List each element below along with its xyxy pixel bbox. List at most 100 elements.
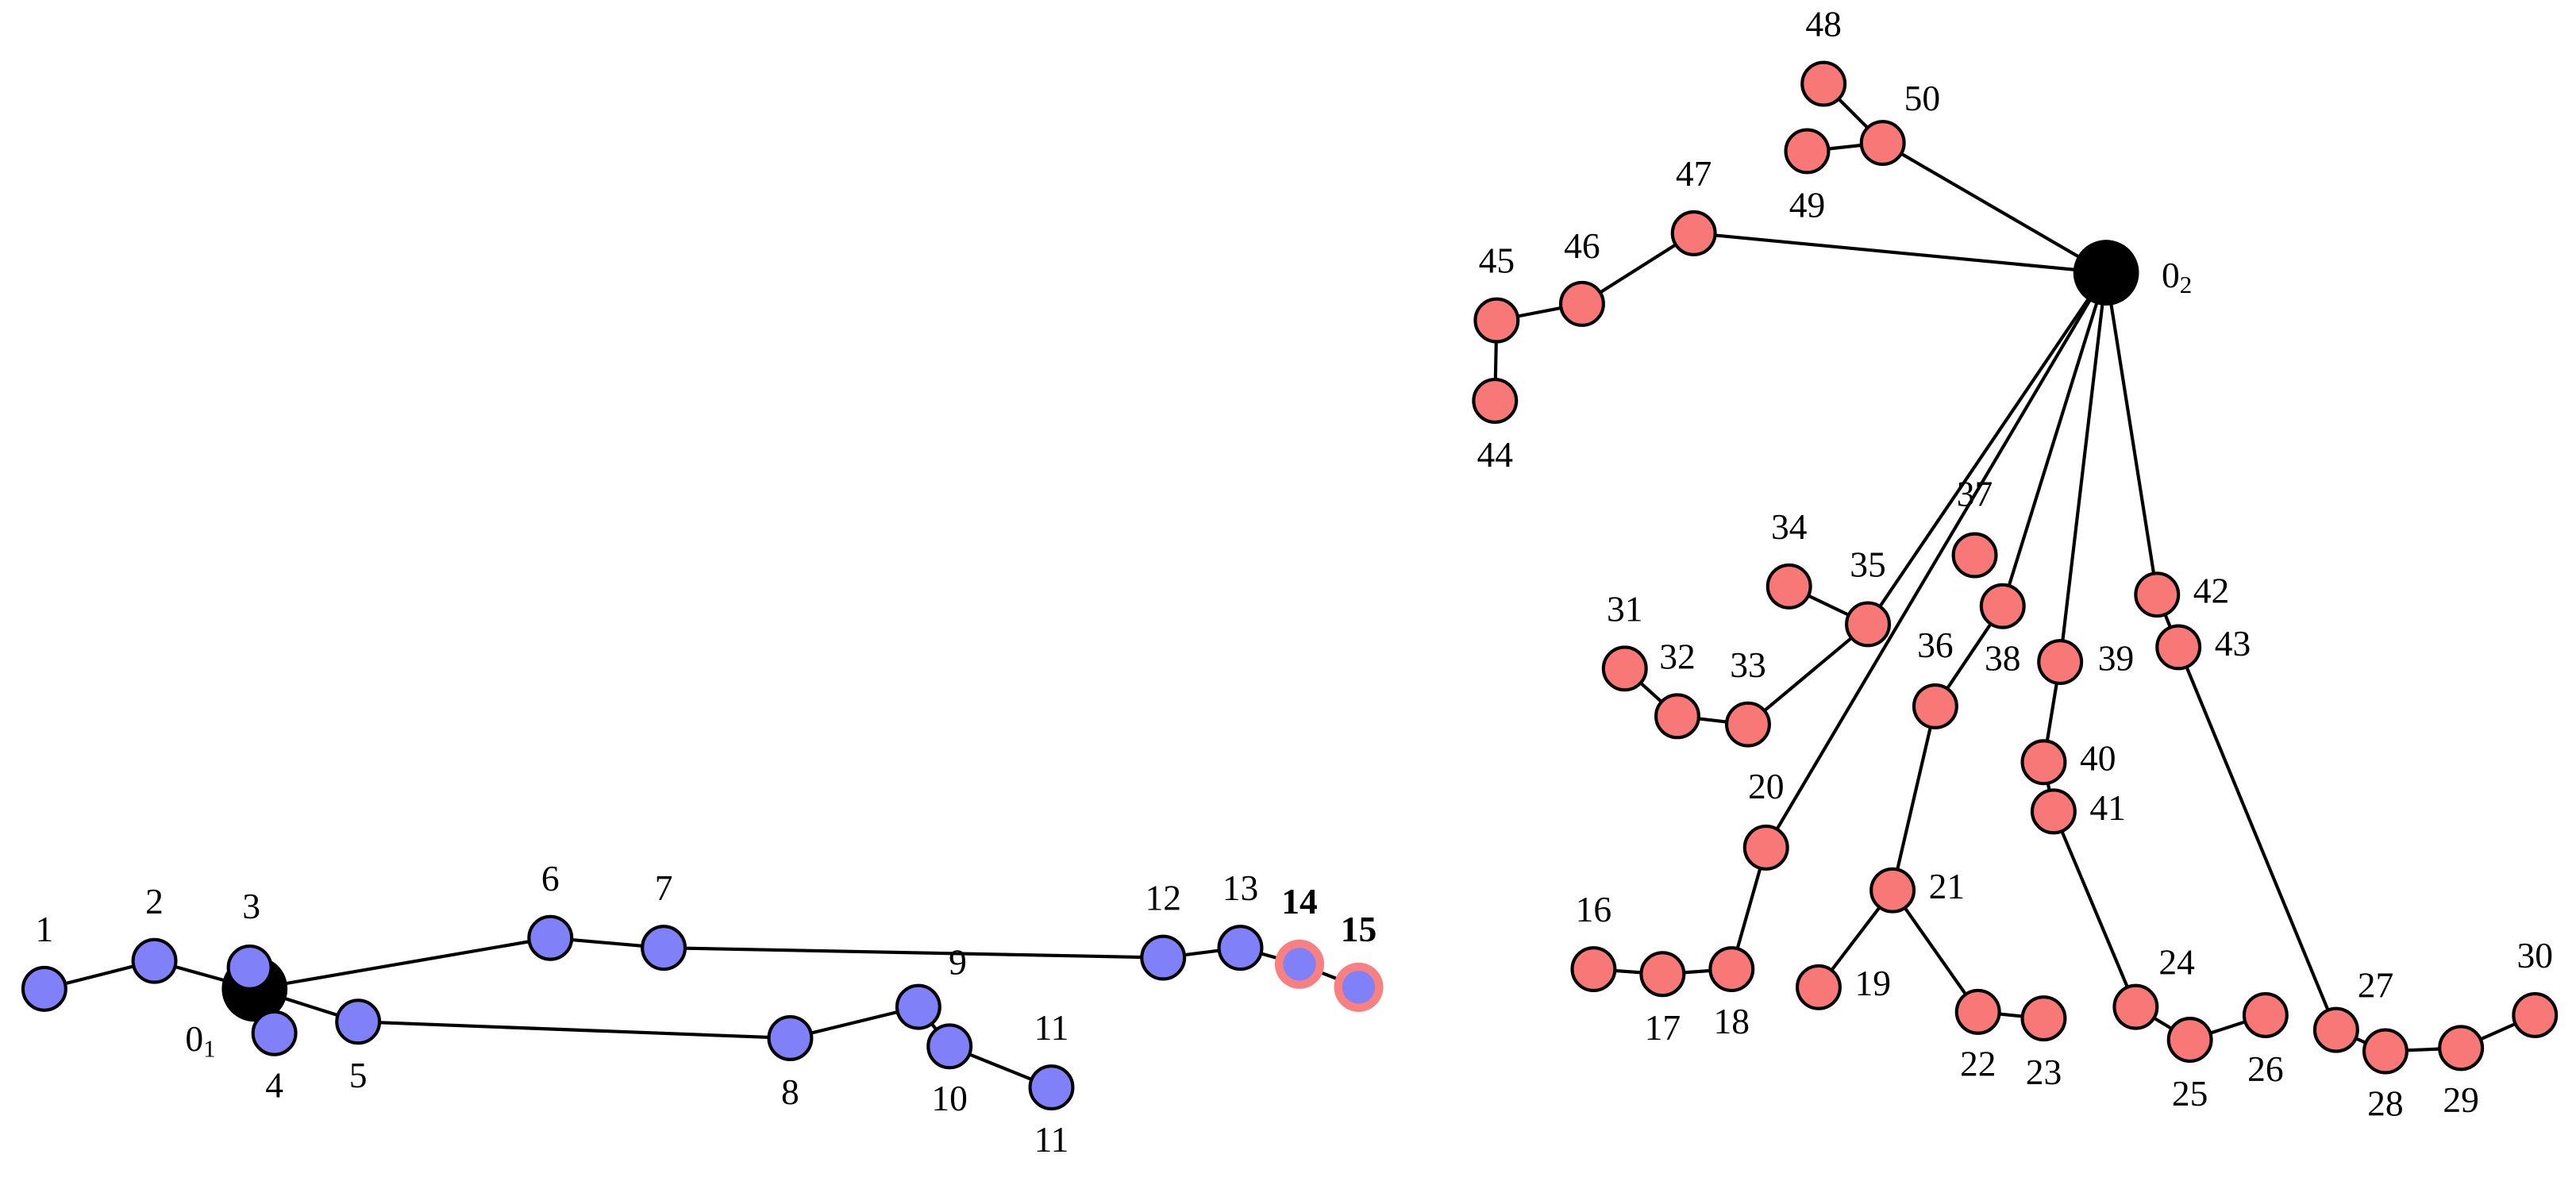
- node-label: 13: [1223, 868, 1259, 908]
- node: [2037, 639, 2084, 686]
- node-label: 27: [2358, 964, 2394, 1005]
- edge: [1891, 889, 1980, 1014]
- node: [2312, 1006, 2359, 1053]
- node: [2134, 571, 2181, 618]
- node-label: 30: [2517, 935, 2554, 975]
- node: [1724, 701, 1771, 748]
- node: [1912, 683, 1958, 729]
- node-label: 28: [2367, 1083, 2404, 1123]
- node: [1859, 120, 1906, 167]
- node: [1217, 925, 1264, 971]
- root-label: 01: [185, 1019, 215, 1063]
- edge: [254, 936, 551, 991]
- node-label: 41: [2089, 787, 2126, 828]
- node-label: 14: [1281, 881, 1318, 921]
- node-label: 8: [781, 1072, 799, 1112]
- node: [2166, 1017, 2213, 1064]
- node: [2030, 788, 2077, 835]
- node: [1140, 934, 1187, 981]
- nodes: [21, 60, 2559, 1111]
- node: [527, 914, 574, 961]
- node-label: 36: [1917, 625, 1954, 665]
- node: [1979, 583, 2026, 629]
- edge: [2058, 272, 2108, 663]
- node-label: 18: [1714, 1001, 1750, 1041]
- root-label-main: 0: [185, 1019, 203, 1060]
- node-label: 17: [1645, 1007, 1681, 1048]
- node: [767, 1014, 814, 1061]
- node-label: 7: [655, 868, 673, 908]
- node-label: 37: [1957, 474, 1993, 514]
- node: [2242, 992, 2289, 1038]
- node-label: 24: [2158, 941, 2195, 982]
- node-label: 25: [2172, 1073, 2208, 1114]
- edge: [1693, 231, 2107, 275]
- node: [1558, 280, 1605, 327]
- edge: [2000, 271, 2108, 607]
- node: [1670, 210, 1717, 256]
- node: [1342, 971, 1376, 1004]
- root-node: [2073, 240, 2139, 306]
- node-label: 11: [1034, 1007, 1069, 1048]
- node: [2112, 983, 2159, 1030]
- node: [1654, 693, 1700, 740]
- node-label: 44: [1477, 434, 1514, 475]
- node: [2020, 995, 2067, 1042]
- node-label: 39: [2098, 637, 2135, 678]
- node-label: 29: [2443, 1079, 2479, 1120]
- edge: [1764, 271, 2108, 848]
- node-label: 35: [1850, 544, 1886, 585]
- node: [1742, 824, 1789, 871]
- edge: [2104, 272, 2159, 595]
- edge: [1891, 706, 1937, 891]
- node-label: 22: [1960, 1044, 1996, 1084]
- edge: [1746, 622, 1869, 726]
- root-label-subscript: 1: [203, 1035, 216, 1063]
- node: [1283, 948, 1316, 981]
- node-label: 20: [1748, 766, 1785, 806]
- node: [1869, 867, 1916, 914]
- edge: [2051, 810, 2138, 1008]
- node-label: 49: [1789, 184, 1826, 225]
- node-label: 31: [1607, 588, 1643, 629]
- node-label: 2: [145, 881, 164, 921]
- node-label: 32: [1659, 636, 1696, 676]
- node: [1951, 532, 1998, 579]
- node: [131, 937, 178, 984]
- root-label-subscript: 2: [2180, 271, 2193, 298]
- node: [251, 1010, 298, 1056]
- node: [335, 998, 382, 1045]
- node: [1845, 601, 1892, 648]
- node-label: 16: [1576, 889, 1612, 929]
- node-label: 40: [2080, 738, 2116, 779]
- node: [2512, 992, 2559, 1038]
- node: [1784, 128, 1831, 175]
- node: [926, 1023, 973, 1070]
- node: [1800, 60, 1847, 107]
- node-label: 9: [949, 941, 967, 982]
- node: [641, 925, 687, 971]
- node-label: 33: [1730, 644, 1766, 685]
- node-label: 48: [1805, 4, 1842, 44]
- root-label-main: 0: [2162, 255, 2180, 295]
- root-label: 02: [2162, 255, 2192, 298]
- node-label: 38: [1985, 637, 2021, 678]
- node-label: 21: [1929, 866, 1966, 906]
- node: [1639, 951, 1686, 998]
- node-label: 12: [1145, 878, 1181, 918]
- node: [2020, 739, 2067, 786]
- node: [21, 965, 67, 1012]
- node-label: 19: [1854, 963, 1891, 1003]
- node: [1473, 297, 1520, 344]
- node-label: 1: [35, 909, 53, 949]
- node-label: 11: [1034, 1119, 1069, 1160]
- node-label: 34: [1771, 506, 1808, 547]
- node: [895, 983, 941, 1030]
- node-label: 4: [265, 1065, 283, 1106]
- node: [1708, 946, 1755, 993]
- node: [2155, 624, 2202, 671]
- edge: [1866, 271, 2108, 625]
- node-label: 42: [2193, 571, 2230, 611]
